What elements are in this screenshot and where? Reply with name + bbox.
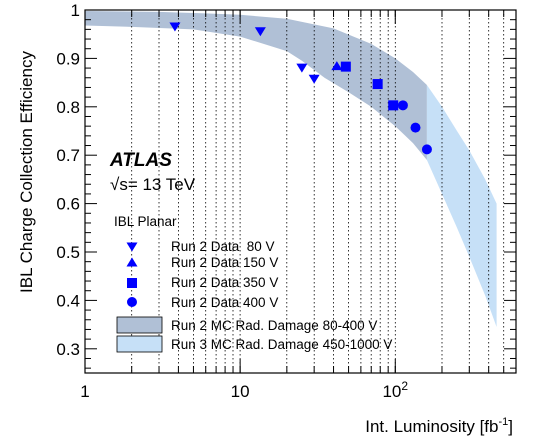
data-point-circle [410,122,421,133]
data-point-square [340,61,351,72]
legend-marker-square [127,278,137,288]
x-tick-label: 10 [231,382,250,401]
data-point-square [372,79,383,90]
y-tick-label: 0.9 [56,49,80,68]
data-point-circle [421,144,432,155]
legend-marker-circle [127,297,137,307]
legend: IBL Planar Run 2 Data 80 V Run 2 Data 15… [114,214,392,353]
legend-swatch-run2-mc [116,316,163,334]
legend-label-run3-mc: Run 3 MC Rad. Damage 450-1000 V [171,337,392,352]
atlas-label: ATLAS [109,150,172,171]
legend-title: IBL Planar [114,214,177,229]
legend-label-run2-350v: Run 2 Data 350 V [171,275,278,290]
data-point-circle [397,100,408,111]
legend-label-run2-150v: Run 2 Data 150 V [171,255,278,270]
mc-bands [85,11,497,327]
data-point-triangle-down [254,27,266,37]
legend-swatch-run3-mc [116,335,163,353]
data-point-triangle-down [169,22,181,32]
legend-marker-triangle-down [126,242,138,252]
y-tick-label: 0.4 [56,291,80,310]
x-axis-title: Int. Luminosity [fb-1] [365,416,513,436]
y-tick-label: 0.7 [56,146,80,165]
x-tick-label: 102 [382,379,408,401]
data-point-triangle-down [308,74,320,84]
y-tick-label: 0.8 [56,98,80,117]
legend-label-run2-mc: Run 2 MC Rad. Damage 80-400 V [171,318,377,333]
legend-label-run2-400v: Run 2 Data 400 V [171,295,278,310]
mc-band-2 [426,85,497,327]
mc-band-1 [85,11,427,160]
energy-label: √s= 13 TeV [110,175,196,194]
data-point-triangle-down [296,63,308,73]
y-tick-label: 1 [71,1,80,20]
x-tick-label: 1 [80,382,89,401]
y-tick-label: 0.5 [56,243,80,262]
data-point-triangle-up [331,61,343,71]
legend-label-run2-80v: Run 2 Data 80 V [171,239,275,254]
legend-marker-triangle-up [126,257,138,267]
plot-frame [84,9,517,374]
data-points [169,22,432,155]
axis-ticks: 0.3 0.4 0.5 0.6 0.7 0.8 0.9 1 1 10 102 [56,1,516,401]
y-axis-title: IBL Charge Collection Efficiency [17,51,36,293]
y-tick-label: 0.3 [56,340,80,359]
data-point-square [388,100,399,111]
y-tick-label: 0.6 [56,195,80,214]
